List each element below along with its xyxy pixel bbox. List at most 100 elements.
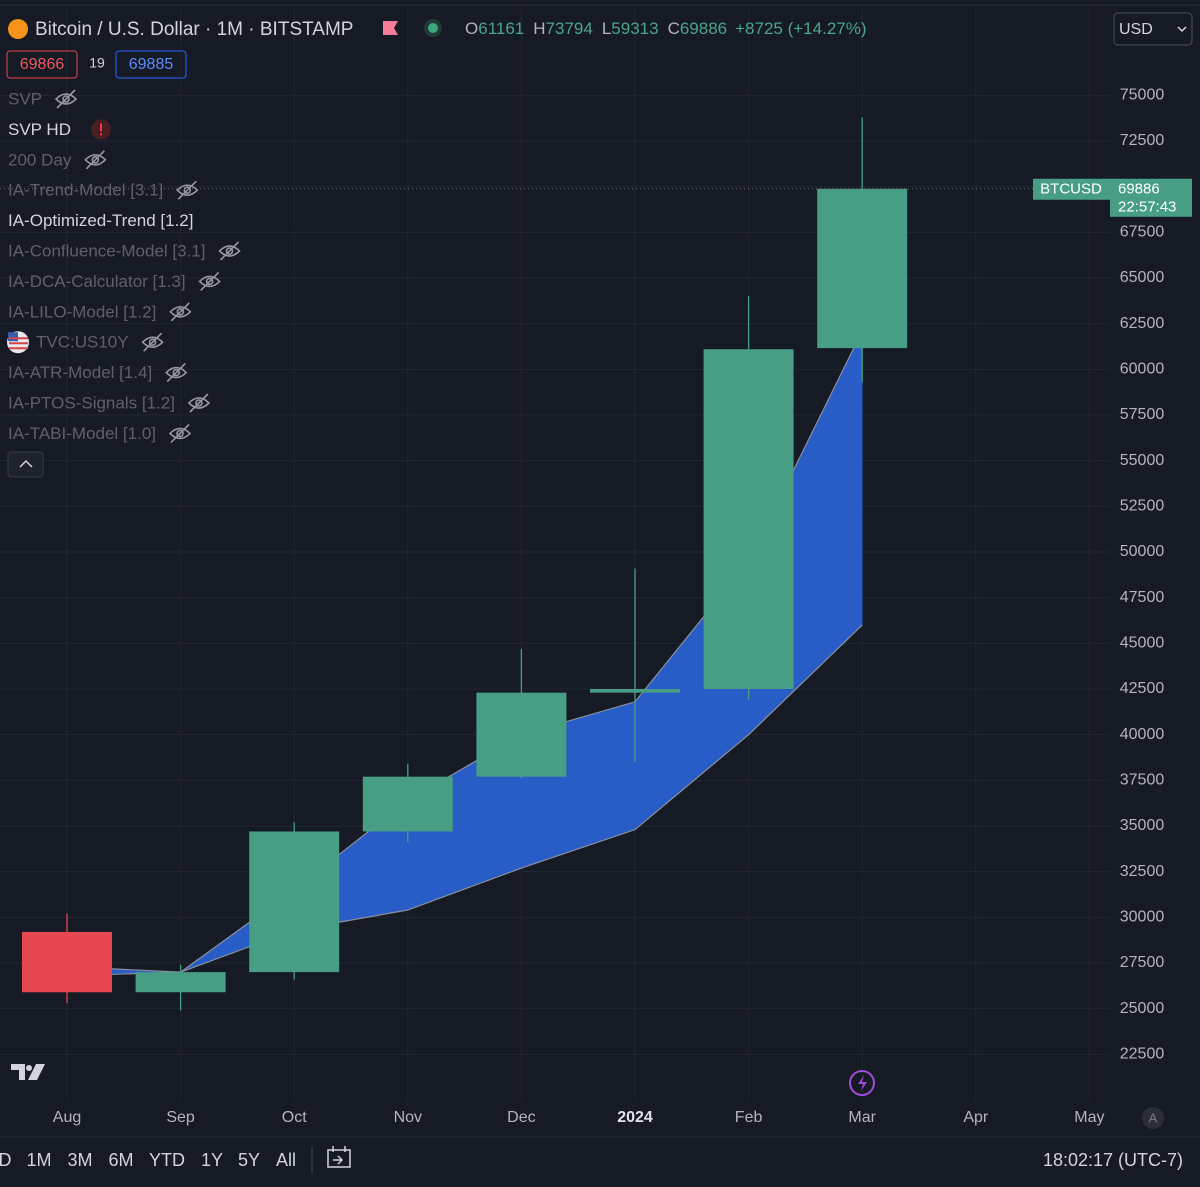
y-tick-label: 32500 <box>1120 863 1165 880</box>
collapse-button[interactable] <box>7 451 44 478</box>
hidden-eye-icon[interactable] <box>169 302 192 322</box>
price-label-symbol: BTCUSD <box>1040 181 1102 198</box>
flag-icon <box>383 21 398 35</box>
ohlc-value: 61161 <box>478 19 524 38</box>
range-button[interactable]: 1Y <box>201 1150 223 1170</box>
collapse-chevron <box>19 459 33 468</box>
x-tick-label: Apr <box>963 1109 989 1126</box>
indicator-name[interactable]: IA-Optimized-Trend [1.2] <box>8 211 194 230</box>
x-tick-label: Nov <box>394 1109 422 1126</box>
hidden-eye-pupil <box>62 95 70 103</box>
y-tick-label: 65000 <box>1120 269 1165 286</box>
price-label-countdown: 22:57:43 <box>1118 199 1176 216</box>
x-tick-label: Dec <box>507 1109 535 1126</box>
price-label-box <box>1110 178 1192 217</box>
auto-scale-button[interactable] <box>1142 1107 1164 1129</box>
y-tick-label: 52500 <box>1120 498 1165 515</box>
range-button[interactable]: All <box>276 1150 296 1170</box>
hidden-eye-icon[interactable] <box>187 393 211 413</box>
trend-band-edge <box>66 624 863 977</box>
sell-box[interactable] <box>6 50 78 79</box>
ohlc-readout: O61161 H73794 L59313 C69886 +8725 (+14.27%) <box>465 19 867 38</box>
y-tick-label: 75000 <box>1120 87 1165 104</box>
y-tick-label: 37500 <box>1120 772 1165 789</box>
y-tick-label: 40000 <box>1120 726 1165 743</box>
hidden-eye-pupil <box>176 307 185 316</box>
price-change: +8725 (+14.27%) <box>735 19 866 38</box>
hidden-eye-icon[interactable] <box>165 363 188 383</box>
indicator-name[interactable]: IA-Confluence-Model [3.1] <box>8 241 206 260</box>
indicator-name[interactable]: SVP <box>8 89 42 108</box>
indicator-name[interactable]: IA-Trend-Model [3.1] <box>8 181 163 200</box>
y-tick-label: 27500 <box>1120 954 1165 971</box>
indicator-name[interactable]: TVC:US10Y <box>36 333 129 352</box>
y-tick-label: 25000 <box>1120 1000 1165 1017</box>
candle-body <box>362 776 453 832</box>
y-tick-label: 30000 <box>1120 909 1165 926</box>
ohlc-value: 73794 <box>546 19 593 38</box>
events-icon[interactable] <box>849 1070 875 1096</box>
indicator-name[interactable]: SVP HD <box>8 120 71 139</box>
ui-layer: Bitcoin / U.S. Dollar · 1M · BITSTAMP O6… <box>0 12 1200 1173</box>
y-tick-label: 35000 <box>1120 817 1165 834</box>
indicator-name[interactable]: IA-DCA-Calculator [1.3] <box>8 272 186 291</box>
currency-label: USD <box>1119 21 1153 38</box>
y-tick-label: 62500 <box>1120 315 1165 332</box>
indicator-name[interactable]: IA-PTOS-Signals [1.2] <box>8 393 175 412</box>
status-dot <box>428 23 438 33</box>
sell-price: 69866 <box>20 56 65 73</box>
range-button[interactable]: D <box>0 1150 12 1170</box>
hidden-eye-icon[interactable] <box>176 180 199 200</box>
auto-scale-label: A <box>1149 1110 1158 1125</box>
indicator-name[interactable]: IA-TABI-Model [1.0] <box>8 424 156 443</box>
hidden-eye-icon[interactable] <box>218 241 241 261</box>
currency-select[interactable] <box>1113 12 1193 46</box>
y-tick-label: 67500 <box>1120 224 1165 241</box>
hidden-eye-icon[interactable] <box>198 271 221 291</box>
candle-body <box>476 692 567 777</box>
spread: 19 <box>89 55 105 71</box>
flag-canton <box>8 332 18 342</box>
range-button[interactable]: 6M <box>108 1150 133 1170</box>
candle-body <box>249 831 340 973</box>
hidden-eye-icon[interactable] <box>54 89 78 109</box>
indicator-name[interactable]: 200 Day <box>8 150 72 169</box>
x-tick-label: Feb <box>735 1109 763 1126</box>
price-label-symbol-box <box>1033 178 1110 200</box>
range-button[interactable]: 3M <box>67 1150 92 1170</box>
error-mark <box>100 123 102 132</box>
range-button[interactable]: 1M <box>26 1150 51 1170</box>
hidden-eye-pupil <box>205 277 214 286</box>
y-tick-label: 50000 <box>1120 543 1165 560</box>
indicator-name[interactable]: IA-LILO-Model [1.2] <box>8 302 156 321</box>
x-tick-label: Aug <box>53 1109 81 1126</box>
symbol-title: Bitcoin / U.S. Dollar · 1M · BITSTAMP <box>35 19 353 40</box>
hidden-eye-icon[interactable] <box>141 332 164 352</box>
range-button[interactable]: YTD <box>149 1150 185 1170</box>
hidden-eye-pupil <box>225 247 234 255</box>
indicator-name[interactable]: IA-ATR-Model [1.4] <box>8 363 152 382</box>
goto-date-icon[interactable] <box>327 1146 351 1168</box>
ohlc-key: O <box>465 19 478 38</box>
coin-icon <box>8 19 28 39</box>
y-tick-label: 60000 <box>1120 361 1165 378</box>
range-button[interactable]: 5Y <box>238 1150 260 1170</box>
hidden-eye-icon[interactable] <box>168 423 192 443</box>
currency-caret <box>1177 26 1187 33</box>
events-bolt <box>858 1075 867 1091</box>
buy-price: 69885 <box>129 56 174 73</box>
ohlc-value: 69886 <box>680 19 727 38</box>
hidden-eye-pupil <box>172 368 181 377</box>
y-tick-label: 45000 <box>1120 635 1165 652</box>
hidden-eye-pupil <box>148 338 157 347</box>
tv-logo <box>11 1064 45 1080</box>
x-tick-label: 2024 <box>617 1109 653 1126</box>
candle-body <box>703 349 794 689</box>
clock: 18:02:17 (UTC-7) <box>1043 1150 1183 1170</box>
plot-layer <box>0 117 1033 1011</box>
hidden-eye-icon[interactable] <box>84 150 107 170</box>
buy-box[interactable] <box>115 50 187 79</box>
ohlc-key: C <box>668 19 680 38</box>
ohlc-key: L <box>602 19 611 38</box>
